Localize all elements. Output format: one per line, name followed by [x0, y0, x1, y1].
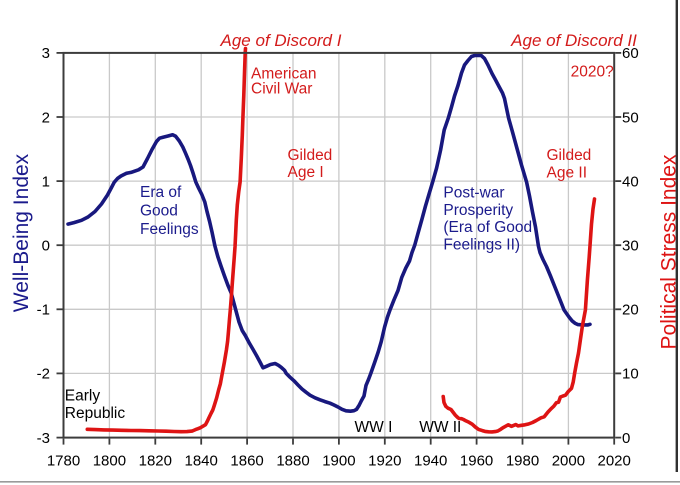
- svg-text:-2: -2: [37, 366, 50, 383]
- svg-text:2: 2: [42, 109, 50, 126]
- svg-text:Age II: Age II: [547, 164, 588, 181]
- svg-text:60: 60: [622, 45, 639, 62]
- svg-text:Age of Discord II: Age of Discord II: [510, 31, 637, 50]
- svg-text:30: 30: [622, 238, 639, 255]
- svg-text:50: 50: [622, 109, 639, 126]
- svg-text:WW I: WW I: [355, 419, 393, 436]
- svg-text:1: 1: [42, 173, 50, 190]
- svg-text:Early: Early: [65, 388, 101, 405]
- svg-text:Civil War: Civil War: [251, 81, 312, 98]
- svg-text:WW II: WW II: [419, 419, 461, 436]
- svg-text:3: 3: [42, 45, 50, 62]
- svg-text:1920: 1920: [368, 452, 401, 469]
- svg-text:1880: 1880: [276, 452, 309, 469]
- svg-text:Political Stress Index: Political Stress Index: [658, 154, 680, 349]
- svg-text:-1: -1: [37, 302, 50, 319]
- svg-text:1840: 1840: [185, 452, 218, 469]
- svg-text:1820: 1820: [139, 452, 172, 469]
- svg-text:American: American: [251, 65, 316, 82]
- svg-text:1800: 1800: [93, 452, 126, 469]
- svg-text:1980: 1980: [506, 452, 539, 469]
- svg-text:40: 40: [622, 173, 639, 190]
- svg-text:1900: 1900: [322, 452, 355, 469]
- svg-text:-3: -3: [37, 430, 50, 447]
- svg-text:10: 10: [622, 366, 639, 383]
- svg-text:Republic: Republic: [65, 405, 126, 422]
- svg-text:20: 20: [622, 302, 639, 319]
- svg-text:2020?: 2020?: [571, 63, 614, 80]
- svg-text:(Era of Good: (Era of Good: [443, 219, 532, 236]
- svg-text:1960: 1960: [460, 452, 493, 469]
- svg-text:Age of Discord I: Age of Discord I: [220, 31, 342, 50]
- svg-text:Good: Good: [140, 202, 178, 219]
- svg-text:Era of: Era of: [140, 184, 182, 201]
- svg-text:1940: 1940: [414, 452, 447, 469]
- svg-text:0: 0: [622, 430, 630, 447]
- svg-text:Feelings: Feelings: [140, 221, 199, 238]
- svg-text:2020: 2020: [598, 452, 631, 469]
- svg-text:2000: 2000: [552, 452, 585, 469]
- svg-text:Prosperity: Prosperity: [443, 202, 513, 219]
- svg-text:Feelings II): Feelings II): [443, 236, 520, 253]
- svg-text:Well-Being Index: Well-Being Index: [10, 153, 33, 312]
- svg-text:Gilded: Gilded: [288, 147, 333, 164]
- svg-text:Age I: Age I: [288, 164, 324, 181]
- svg-text:Post-war: Post-war: [443, 184, 504, 201]
- svg-text:1860: 1860: [230, 452, 263, 469]
- svg-text:0: 0: [42, 238, 50, 255]
- svg-text:Gilded: Gilded: [547, 147, 592, 164]
- svg-text:1780: 1780: [47, 452, 80, 469]
